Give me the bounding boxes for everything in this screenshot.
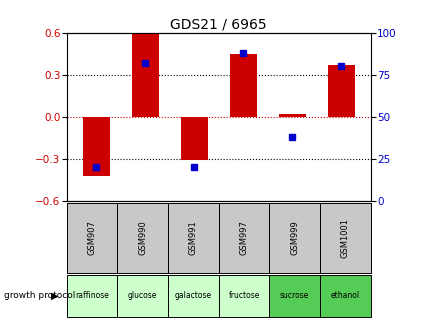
Text: ▶: ▶ — [50, 291, 58, 301]
Bar — [218, 275, 269, 317]
Text: ethanol: ethanol — [330, 291, 359, 301]
Text: raffinose: raffinose — [75, 291, 109, 301]
Text: GSM907: GSM907 — [87, 220, 96, 255]
Text: glucose: glucose — [128, 291, 157, 301]
Bar — [269, 203, 319, 273]
Text: galactose: galactose — [175, 291, 212, 301]
Bar — [117, 275, 168, 317]
Title: GDS21 / 6965: GDS21 / 6965 — [170, 18, 267, 31]
Bar — [180, 117, 207, 161]
Bar — [67, 275, 117, 317]
Bar — [117, 203, 168, 273]
Bar — [218, 203, 269, 273]
Bar — [319, 203, 370, 273]
Text: GSM990: GSM990 — [138, 220, 147, 255]
Bar — [168, 203, 218, 273]
Bar — [327, 65, 354, 117]
Bar — [319, 275, 370, 317]
Bar — [168, 275, 218, 317]
Bar — [278, 114, 305, 117]
Text: GSM999: GSM999 — [289, 220, 298, 255]
Text: GSM997: GSM997 — [239, 220, 248, 255]
Bar — [67, 203, 117, 273]
Bar — [132, 33, 158, 117]
Bar — [269, 275, 319, 317]
Text: sucrose: sucrose — [280, 291, 309, 301]
Text: growth protocol: growth protocol — [4, 291, 76, 301]
Bar — [229, 54, 256, 117]
Text: GSM1001: GSM1001 — [340, 218, 349, 258]
Bar — [83, 117, 109, 176]
Text: GSM991: GSM991 — [188, 220, 197, 255]
Text: fructose: fructose — [228, 291, 259, 301]
